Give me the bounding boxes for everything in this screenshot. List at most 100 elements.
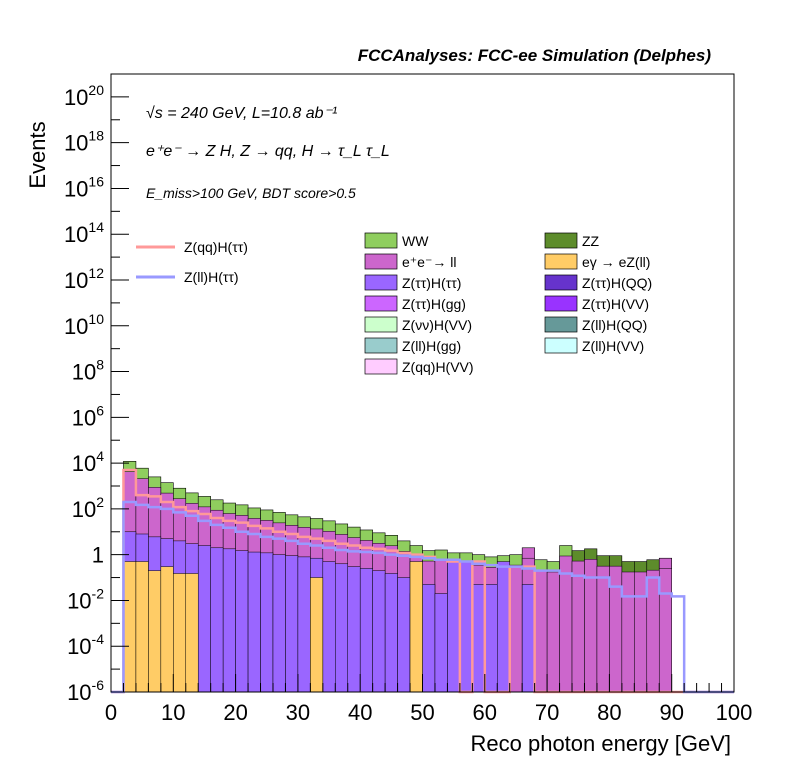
bar-egamma-48: [409, 561, 423, 693]
x-tick-label-30: 30: [286, 700, 310, 725]
y-tick-label-20: 1020: [64, 82, 104, 110]
y-tick-label-16: 1016: [64, 173, 104, 201]
legend-swatch-3-1: [544, 295, 578, 312]
bar-tautau-38: [347, 566, 361, 693]
bar-ll-74: [571, 560, 585, 693]
plot-area: [110, 73, 735, 694]
legend-label-2-0: Z(ττ)H(ττ): [402, 275, 461, 291]
bar-egamma-6: [148, 570, 162, 693]
bar-egamma-12: [185, 573, 199, 693]
legend-swatch-2-0: [364, 274, 398, 291]
bar-tautau-44: [384, 573, 398, 693]
bar-tautau-58: [472, 584, 486, 693]
legend-swatch-2-1: [544, 274, 578, 291]
y-tick-label--2: 10-2: [67, 585, 104, 613]
x-tick-label-10: 10: [161, 700, 185, 725]
legend-label-6-0: Z(qq)H(VV): [402, 359, 474, 375]
bar-tautau-16: [210, 547, 224, 693]
bar-ll-68: [534, 569, 548, 693]
bar-tautau-42: [372, 570, 386, 693]
bar-ll-64: [509, 564, 523, 693]
bar-ll-70: [546, 571, 560, 693]
legend-swatch-4-1: [544, 316, 578, 333]
y-tick-label--6: 10-6: [67, 677, 104, 705]
y-tick-label-2: 102: [72, 494, 104, 522]
legend: WW ZZ e⁺e⁻→ ll eγ → eZ(ll) Z(ττ)H(ττ) Z(ττ)H(…: [136, 232, 652, 375]
legend-label-1-0: e⁺e⁻→ ll: [402, 254, 456, 270]
bar-ll-80: [609, 565, 623, 693]
legend-swatch-3-0: [364, 295, 398, 312]
bar-tautau-52: [434, 593, 448, 693]
y-tick-label-14: 1014: [64, 219, 104, 247]
bar-tautau-54: [447, 561, 461, 693]
legend-signal-label-1: Z(ll)H(ττ): [184, 269, 239, 285]
legend-swatch-5-1: [544, 337, 578, 354]
legend-signal-label-0: Z(qq)H(ττ): [184, 239, 248, 255]
bar-tautau-50: [422, 584, 436, 693]
bar-ll-72: [559, 555, 573, 693]
legend-swatch-5-0: [364, 337, 398, 354]
annotations: √s = 240 GeV, L=10.8 ab⁻¹ e⁺e⁻ → Z H, Z …: [146, 105, 390, 201]
bar-egamma-8: [160, 566, 174, 693]
y-tick-label-12: 1012: [64, 265, 104, 293]
x-tick-label-80: 80: [597, 700, 621, 725]
y-tick-label-0: 1: [92, 543, 104, 568]
bar-ll-88: [658, 568, 672, 693]
bar-tautau-30: [297, 556, 311, 693]
bar-tautau-14: [197, 545, 211, 693]
legend-label-0-0: WW: [402, 233, 429, 249]
bar-tautau-60: [484, 584, 498, 693]
bar-tautau-62: [497, 561, 510, 693]
legend-label-4-0: Z(νν)H(VV): [402, 317, 472, 333]
legend-label-4-1: Z(ll)H(QQ): [582, 317, 647, 333]
bar-tautau-46: [397, 577, 411, 693]
bar-ll-86: [646, 569, 660, 693]
legend-swatch-1-1: [544, 253, 578, 270]
bar-ll-78: [596, 565, 610, 693]
legend-swatch-4-0: [364, 316, 398, 333]
bar-ll-84: [634, 571, 648, 693]
legend-swatch-0-0: [364, 232, 398, 249]
bar-tautau-20: [235, 550, 249, 693]
bar-tautau-22: [247, 551, 261, 693]
legend-swatch-6-0: [364, 358, 398, 375]
y-tick-label-18: 1018: [64, 128, 104, 156]
bar-egamma-32: [310, 577, 324, 693]
x-tick-label-0: 0: [105, 700, 117, 725]
bar-tautau-56: [459, 561, 473, 693]
bar-egamma-10: [173, 573, 187, 693]
y-tick-label-4: 104: [72, 448, 104, 476]
bar-tautau-36: [335, 563, 348, 693]
y-tick-label-10: 1010: [64, 311, 104, 339]
x-tick-label-20: 20: [223, 700, 247, 725]
x-axis-title: Reco photon energy [GeV]: [471, 731, 732, 756]
y-tick-label-6: 106: [72, 402, 104, 430]
x-tick-label-100: 100: [716, 700, 753, 725]
signal-line-1: [111, 500, 734, 694]
y-tick-label--4: 10-4: [67, 631, 104, 659]
x-tick-label-90: 90: [659, 700, 683, 725]
bar-tautau-26: [272, 554, 286, 693]
bar-tautau-40: [359, 568, 373, 693]
bar-egamma-4: [135, 561, 149, 693]
legend-label-1-1: eγ → eZ(ll): [582, 254, 650, 270]
annotation-energy: √s = 240 GeV, L=10.8 ab⁻¹: [146, 105, 337, 122]
bar-tautau-18: [222, 548, 236, 693]
legend-swatch-1-0: [364, 253, 398, 270]
y-tick-label-8: 108: [72, 357, 104, 385]
legend-label-0-1: ZZ: [582, 233, 600, 249]
legend-label-2-1: Z(ττ)H(QQ): [582, 275, 652, 291]
x-tick-label-50: 50: [410, 700, 434, 725]
x-tick-label-60: 60: [473, 700, 497, 725]
legend-swatch-0-1: [544, 232, 578, 249]
annotation-process: e⁺e⁻ → Z H, Z → qq, H → τ_L τ_L: [146, 143, 390, 160]
y-axis-title: Events: [25, 121, 50, 188]
x-tick-label-70: 70: [535, 700, 559, 725]
legend-label-3-1: Z(ττ)H(VV): [582, 296, 649, 312]
bar-tautau-34: [322, 561, 336, 693]
bar-tautau-66: [521, 584, 535, 693]
x-tick-label-40: 40: [348, 700, 372, 725]
bar-egamma-2: [123, 561, 137, 693]
axes: 0 10 20 30 40 50 60 70 80 90 10010-610-410-2110210…: [64, 82, 752, 725]
legend-label-5-0: Z(ll)H(gg): [402, 338, 461, 354]
